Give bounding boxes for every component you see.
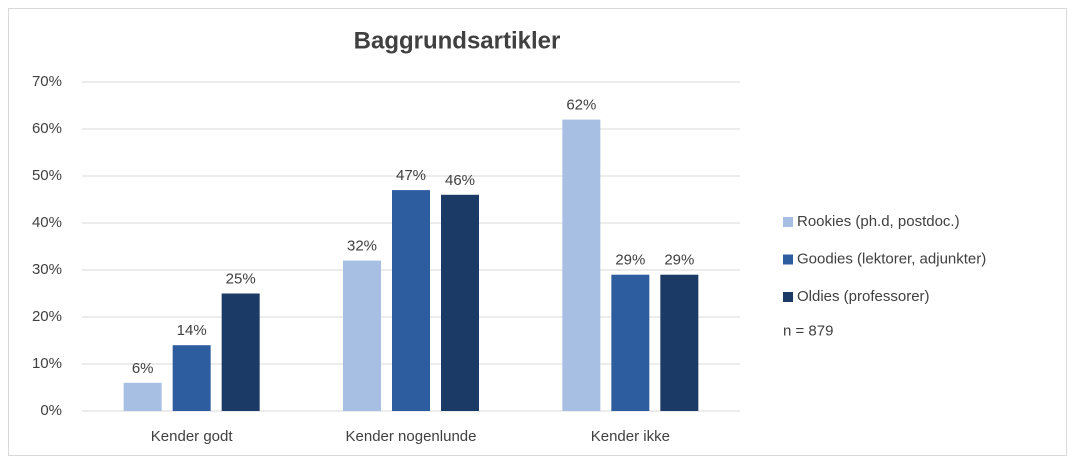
chart-frame — [8, 8, 1067, 456]
y-tick-label: 10% — [32, 355, 62, 372]
bar — [611, 274, 650, 411]
legend-swatch — [783, 254, 793, 265]
value-label: 29% — [615, 252, 645, 269]
y-tick-label: 60% — [32, 120, 62, 137]
x-tick-label: Kender godt — [151, 428, 234, 445]
bar — [123, 382, 162, 411]
y-tick-label: 0% — [40, 402, 62, 419]
y-tick-label: 40% — [32, 214, 62, 231]
legend-swatch — [783, 217, 793, 227]
value-label: 32% — [347, 238, 377, 255]
legend-label: Oldies (professorer) — [797, 288, 930, 305]
bar — [562, 119, 601, 411]
y-tick-label: 20% — [32, 308, 62, 325]
value-label: 62% — [566, 97, 596, 114]
chart-title: Baggrundsartikler — [354, 27, 561, 54]
y-tick-label: 70% — [32, 73, 62, 90]
value-label: 14% — [177, 322, 207, 339]
legend-swatch — [783, 292, 793, 302]
x-tick-label: Kender nogenlunde — [346, 428, 477, 445]
bar — [343, 260, 381, 411]
bar — [172, 345, 211, 411]
bar — [441, 194, 479, 411]
legend-label: Goodies (lektorer, adjunkter) — [797, 250, 986, 267]
value-label: 25% — [226, 270, 256, 287]
x-tick-label: Kender ikke — [591, 428, 670, 445]
bar — [660, 274, 699, 411]
value-label: 46% — [445, 172, 475, 189]
y-tick-label: 30% — [32, 261, 62, 278]
value-label: 29% — [664, 252, 694, 269]
legend-label: Rookies (ph.d, postdoc.) — [797, 213, 960, 230]
value-label: 6% — [132, 360, 154, 377]
bar — [392, 190, 430, 411]
bar — [221, 293, 260, 411]
value-label: 47% — [396, 167, 426, 184]
annotation: n = 879 — [783, 322, 833, 339]
y-tick-label: 50% — [32, 167, 62, 184]
